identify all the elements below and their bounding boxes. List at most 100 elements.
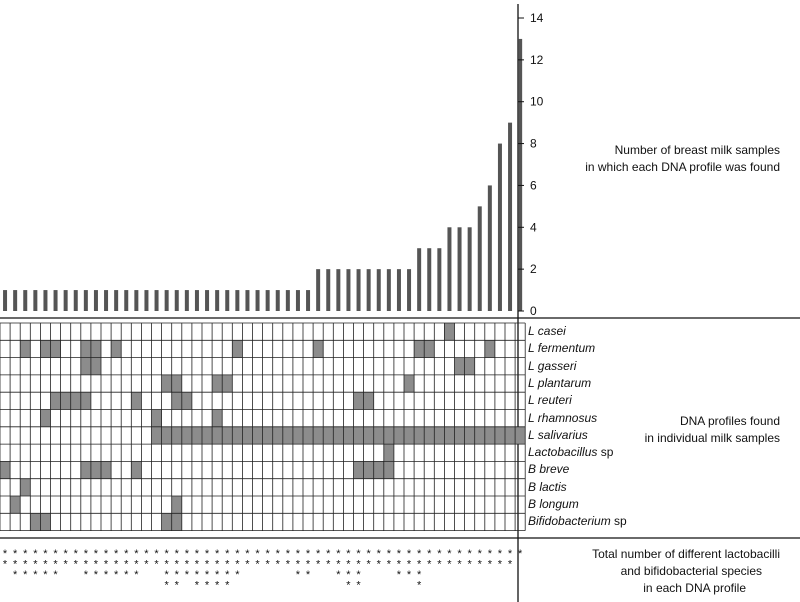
star-2-1: *	[13, 548, 18, 560]
star-47-1: *	[468, 548, 473, 560]
cell-7-48	[474, 426, 485, 445]
star-5-2: *	[43, 559, 48, 571]
star-13-2: *	[124, 559, 129, 571]
cell-4-41	[404, 374, 415, 393]
cell-6-5	[40, 409, 51, 427]
star-14-1: *	[134, 548, 139, 560]
cell-9-1	[0, 461, 11, 479]
cell-9-9	[80, 461, 91, 479]
star-43-1: *	[427, 548, 432, 560]
bar-50	[497, 143, 502, 311]
bar-32	[316, 269, 321, 311]
star-26-1: *	[255, 548, 260, 560]
star-19-2: *	[185, 559, 190, 571]
species-label-12: Bifidobacterium sp	[528, 514, 627, 528]
bottom-panel-label-line2: and bifidobacterial species	[620, 564, 762, 578]
star-1-1: *	[3, 548, 8, 560]
cell-2-42	[414, 340, 425, 358]
star-15-1: *	[144, 548, 149, 560]
species-suffix: sp	[610, 514, 627, 529]
star-20-3: *	[195, 569, 200, 581]
bar-11	[104, 290, 109, 311]
species-name: B longum	[528, 497, 579, 511]
cell-7-46	[454, 426, 465, 445]
y-tick-label-8: 8	[530, 137, 537, 151]
star-22-2: *	[215, 559, 220, 571]
y-tick-label-2: 2	[530, 262, 537, 276]
bar-19	[184, 290, 189, 311]
bar-5	[43, 290, 48, 311]
bar-51	[508, 122, 513, 312]
cell-2-10	[90, 340, 101, 358]
cell-7-51	[505, 426, 516, 445]
bar-10	[93, 290, 98, 311]
star-21-4: *	[205, 580, 210, 592]
star-31-1: *	[306, 548, 311, 560]
y-tick-label-4: 4	[530, 220, 537, 234]
star-43-2: *	[427, 559, 432, 571]
bar-14	[134, 290, 139, 311]
bar-36	[356, 269, 361, 311]
cell-12-5	[40, 513, 51, 531]
star-40-3: *	[397, 569, 402, 581]
cell-5-6	[50, 392, 61, 410]
species-name: L casei	[528, 324, 566, 338]
cell-6-16	[151, 409, 162, 427]
bar-18	[174, 290, 179, 311]
cell-7-34	[333, 426, 344, 445]
star-37-2: *	[367, 559, 372, 571]
star-13-1: *	[124, 548, 129, 560]
species-name: B breve	[528, 462, 570, 477]
cell-2-43	[424, 340, 435, 358]
bar-29	[285, 290, 290, 311]
star-38-1: *	[377, 548, 382, 560]
star-9-3: *	[84, 569, 89, 581]
star-14-3: *	[134, 569, 139, 581]
star-23-4: *	[225, 580, 230, 592]
cell-4-18	[171, 374, 182, 393]
star-35-3: *	[346, 569, 351, 581]
y-axis: 0 2 4 6 8 10 12 14	[518, 11, 544, 318]
star-13-3: *	[124, 569, 129, 581]
star-16-2: *	[154, 559, 159, 571]
star-44-1: *	[437, 548, 442, 560]
star-33-1: *	[326, 548, 331, 560]
star-22-4: *	[215, 580, 220, 592]
species-label-11: B longum	[528, 497, 579, 511]
cell-3-10	[90, 357, 101, 375]
bar-20	[194, 290, 199, 311]
cell-5-7	[60, 392, 71, 410]
bar-49	[487, 185, 492, 311]
bar-24	[235, 290, 240, 311]
star-50-1: *	[498, 548, 503, 560]
bar-34	[336, 269, 341, 311]
star-36-2: *	[356, 559, 361, 571]
cell-2-12	[111, 340, 122, 358]
cell-7-27	[262, 426, 273, 445]
cell-7-24	[232, 426, 243, 445]
star-8-1: *	[74, 548, 79, 560]
star-41-2: *	[407, 559, 412, 571]
cell-7-31	[303, 426, 314, 445]
cell-2-6	[50, 340, 61, 358]
star-25-1: *	[245, 548, 250, 560]
cell-2-9	[80, 340, 91, 358]
star-6-3: *	[53, 569, 58, 581]
star-28-2: *	[276, 559, 281, 571]
species-label-9: B breve	[528, 462, 569, 476]
y-tick-label-6: 6	[530, 178, 537, 192]
star-41-1: *	[407, 548, 412, 560]
star-12-2: *	[114, 559, 119, 571]
star-29-2: *	[286, 559, 291, 571]
cell-3-46	[454, 357, 465, 375]
cell-7-50	[494, 426, 505, 445]
star-20-4: *	[195, 580, 200, 592]
bar-48	[477, 206, 482, 311]
star-24-1: *	[235, 548, 240, 560]
star-34-3: *	[336, 569, 341, 581]
bottom-panel-label-line3: in each DNA profile	[643, 581, 746, 595]
cell-9-37	[363, 461, 374, 479]
star-36-4: *	[356, 580, 361, 592]
cell-7-25	[242, 426, 253, 445]
star-35-1: *	[346, 548, 351, 560]
